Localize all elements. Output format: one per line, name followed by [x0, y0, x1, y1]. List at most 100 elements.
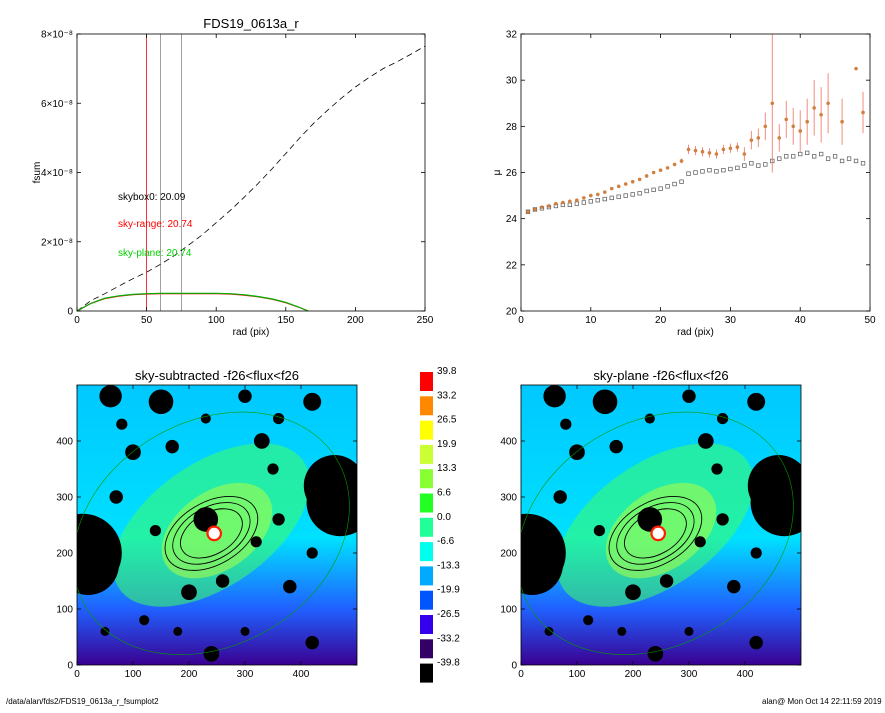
mask-blob [625, 584, 641, 601]
x-tick-label: 250 [417, 315, 434, 326]
mu-point [637, 177, 642, 182]
colorbar-swatch [420, 493, 433, 513]
mu-point-grey [763, 162, 768, 167]
mu-point [609, 186, 614, 191]
mu-point-grey [777, 156, 782, 161]
mask-blob [303, 392, 322, 411]
mu-point [721, 147, 726, 152]
image-title: sky-subtracted -f26<flux<f26 [135, 368, 299, 383]
colorbar-swatch [420, 639, 433, 659]
mu-point-grey [798, 151, 803, 157]
mu-point [854, 66, 858, 71]
mu-point-grey [791, 154, 796, 159]
mask-blob [749, 635, 763, 650]
y-tick-label: 22 [506, 260, 518, 271]
mask-blob [165, 439, 179, 454]
mu-point [540, 205, 544, 209]
mu-point [805, 119, 809, 124]
mu-point-grey [700, 169, 705, 174]
sky-ellipse [521, 411, 794, 655]
mask-blob [215, 574, 230, 588]
sky-annotation: sky-range: 20.74 [118, 219, 193, 230]
sky-ellipse [77, 411, 350, 655]
mask-blob [593, 525, 606, 537]
colorbar: 39.8 33.2 26.5 19.9 13.3 6.6 0.0 -6.6 -13.3 -19.9… [420, 366, 460, 683]
mu-point [763, 124, 768, 129]
mask-blob [750, 547, 762, 559]
mu-point-grey [567, 202, 573, 207]
mu-point-grey [714, 169, 719, 174]
mu-point [707, 151, 712, 155]
fsum-panel: 0 50 100 150 200 250 0 2×10⁻⁸ 4×10⁻⁸ 6×10⁻⁸ 8×10⁻⁸… [32, 16, 434, 338]
footer-path: /data/alan/fds2/FDS19_0613a_r_fsumplot2 [6, 697, 159, 706]
colorbar-swatch [420, 615, 433, 634]
mask-blob [306, 469, 357, 537]
mu-point-grey [853, 158, 859, 164]
mask-blob [77, 513, 122, 593]
mu-point-grey [686, 171, 691, 176]
sky-annotation: sky-plane: 20.74 [118, 248, 192, 259]
mu-panel: 0 10 20 30 40 50 20 22 24 26 28 30 32 rad (pix) μ [492, 30, 876, 339]
mu-point [749, 138, 754, 142]
mu-point-grey [644, 188, 649, 194]
y-tick-label: 28 [506, 122, 518, 133]
mu-point-grey [602, 196, 607, 202]
mu-point [686, 147, 691, 152]
y-tick-label: 32 [506, 30, 518, 41]
mask-blob [100, 626, 110, 636]
mu-ylabel: μ [492, 169, 503, 175]
mu-point [595, 192, 600, 197]
mu-point [602, 190, 607, 194]
x-tick-label: 0 [518, 315, 524, 326]
mu-point-grey [749, 161, 754, 166]
mu-point [575, 198, 579, 202]
colorbar-label: 26.5 [437, 415, 457, 426]
mu-point-grey [595, 198, 600, 203]
mask-blob [125, 444, 141, 461]
mu-point [658, 168, 663, 172]
mu-point [700, 149, 705, 154]
fsum-xlabel: rad (pix) [233, 327, 270, 338]
y-tick-label: 200 [56, 549, 73, 560]
mu-point [812, 106, 816, 110]
mu-point [798, 129, 802, 133]
mu-point [672, 162, 677, 167]
y-tick-label: 0 [511, 661, 517, 672]
mask-blob [583, 615, 594, 626]
mu-point-grey [574, 201, 579, 206]
x-tick-label: 400 [737, 669, 754, 680]
image-content [77, 385, 357, 665]
y-tick-label: 6×10⁻⁸ [41, 99, 73, 110]
mask-blob [711, 463, 723, 475]
mu-xlabel: rad (pix) [677, 327, 714, 338]
colorbar-label: 0.0 [437, 512, 451, 523]
y-tick-label: 100 [56, 605, 73, 616]
mask-blob [747, 392, 766, 411]
mask-blob [173, 626, 183, 636]
mu-point-grey [721, 168, 726, 173]
fsum-curve [76, 292, 309, 312]
fsum-dashed-line [76, 45, 426, 312]
y-tick-label: 26 [506, 168, 518, 179]
mu-point [840, 119, 844, 124]
image-title: sky-plane -f26<flux<f26 [593, 368, 728, 383]
colorbar-swatch [420, 396, 433, 416]
mu-point-grey [860, 161, 866, 166]
mu-point [735, 145, 740, 149]
mu-axes-frame [520, 33, 871, 312]
mask-blob [544, 626, 554, 636]
colorbar-label: -6.6 [437, 536, 455, 547]
mask-blob [647, 645, 664, 662]
colorbar-swatch [420, 663, 433, 683]
mu-point-grey [735, 165, 740, 171]
mu-point-grey [609, 195, 614, 201]
mu-point [826, 101, 830, 106]
fsum-curve [76, 293, 309, 312]
mask-blob [697, 433, 714, 449]
mu-point [630, 179, 635, 184]
x-tick-label: 200 [347, 315, 364, 326]
mask-blob [148, 389, 174, 415]
mask-blob [272, 513, 285, 526]
mask-blob [253, 433, 270, 449]
colorbar-swatch [420, 444, 433, 464]
